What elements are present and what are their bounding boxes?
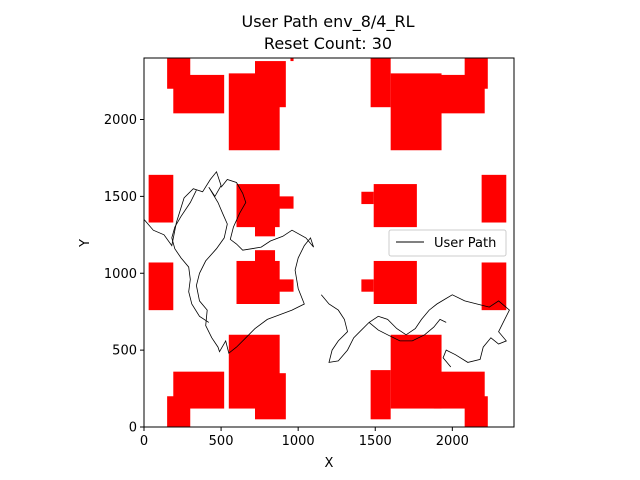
obstacle-block (255, 373, 286, 420)
obstacle-block (290, 58, 294, 62)
obstacle-block (255, 61, 286, 108)
x-axis-label: X (325, 456, 334, 471)
y-tick-label: 500 (112, 344, 137, 359)
obstacle-block (464, 58, 488, 89)
y-tick-label: 0 (129, 421, 137, 436)
chart-title: User Path env_8/4_RL (241, 12, 414, 32)
user-path-line (144, 170, 314, 354)
obstacle-block (464, 396, 488, 427)
user-path-line (368, 318, 447, 342)
obstacle-block (255, 250, 276, 265)
obstacle-block (361, 279, 374, 292)
x-tick-label: 2000 (436, 434, 469, 449)
obstacle-block (373, 260, 417, 304)
x-tick-label: 1000 (282, 434, 315, 449)
legend: User Path (388, 229, 507, 257)
x-tick-label: 500 (209, 434, 234, 449)
obstacle-layer (148, 58, 507, 427)
obstacle-block (370, 58, 391, 108)
obstacle-block (370, 370, 391, 420)
y-tick-label: 2000 (104, 113, 137, 128)
obstacle-block (390, 73, 442, 151)
plot-frame (143, 57, 515, 428)
obstacle-block (361, 191, 374, 205)
plot-area (144, 58, 510, 427)
obstacle-block (373, 184, 417, 228)
obstacle-block (270, 279, 294, 292)
legend-box (388, 229, 507, 257)
x-tick-label: 1500 (359, 434, 392, 449)
obstacle-block (270, 196, 294, 209)
obstacle-block (481, 262, 507, 311)
x-tick-label: 0 (140, 434, 148, 449)
y-axis-label: Y (78, 239, 93, 248)
y-axis-ticks: 0 500 1000 1500 2000 (104, 113, 144, 436)
user-path-line (171, 190, 210, 323)
obstacle-block (481, 174, 507, 223)
obstacle-block (148, 262, 174, 311)
obstacle-block (173, 371, 225, 409)
chart-subtitle: Reset Count: 30 (264, 34, 392, 53)
user-path-line (320, 294, 510, 368)
obstacle-block (255, 222, 276, 237)
obstacle-block (390, 334, 442, 409)
y-tick-label: 1500 (104, 190, 137, 205)
legend-label: User Path (434, 236, 496, 251)
path-layer (144, 170, 510, 368)
obstacle-block (173, 74, 225, 114)
x-axis-ticks: 0 500 1000 1500 2000 (140, 427, 469, 449)
obstacle-block (148, 174, 174, 223)
y-tick-label: 1000 (104, 267, 137, 282)
